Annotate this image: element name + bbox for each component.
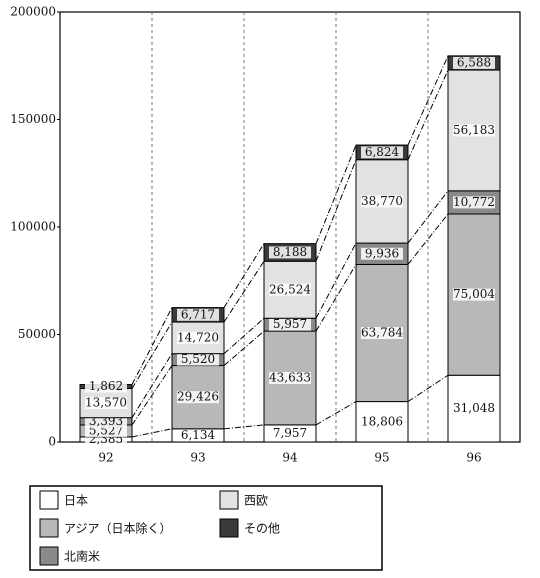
legend-label: 北南米 bbox=[64, 549, 100, 564]
label-bg bbox=[177, 331, 219, 344]
connector bbox=[407, 55, 449, 146]
connector bbox=[131, 353, 173, 418]
legend-swatch bbox=[39, 490, 59, 510]
label-bg bbox=[85, 380, 127, 393]
label-bg bbox=[85, 397, 127, 410]
label-bg bbox=[269, 246, 311, 259]
value-label: 18,806 bbox=[361, 414, 403, 428]
label-bg bbox=[269, 371, 311, 384]
value-label: 5,957 bbox=[273, 317, 307, 331]
value-label: 6,717 bbox=[181, 307, 215, 321]
connector bbox=[223, 260, 265, 323]
label-bg bbox=[361, 415, 403, 428]
connector bbox=[223, 243, 265, 308]
legend-label: その他 bbox=[244, 522, 280, 536]
legend-swatch bbox=[39, 518, 59, 538]
legend-swatch bbox=[219, 518, 239, 538]
label-bg bbox=[177, 391, 219, 404]
x-tick-label: 96 bbox=[466, 451, 481, 465]
y-tick-label: 100000 bbox=[10, 220, 56, 234]
connector bbox=[315, 144, 357, 244]
label-bg bbox=[269, 318, 311, 331]
label-bg bbox=[453, 288, 495, 301]
connector bbox=[131, 307, 173, 385]
connector bbox=[131, 365, 173, 426]
legend-label: アジア（日本除く） bbox=[64, 521, 172, 536]
connector bbox=[131, 428, 173, 438]
label-bg bbox=[269, 283, 311, 296]
value-label: 7,957 bbox=[273, 426, 307, 440]
label-bg bbox=[361, 247, 403, 260]
label-bg bbox=[177, 308, 219, 321]
label-bg bbox=[177, 353, 219, 366]
legend-label: 日本 bbox=[64, 494, 88, 508]
label-bg bbox=[453, 402, 495, 415]
connector bbox=[315, 159, 357, 262]
label-bg bbox=[361, 146, 403, 159]
value-label: 6,134 bbox=[181, 428, 216, 442]
label-bg bbox=[177, 429, 219, 442]
value-label: 14,720 bbox=[177, 330, 219, 344]
y-tick-label: 200000 bbox=[10, 5, 56, 19]
connector bbox=[223, 424, 265, 430]
value-label: 6,588 bbox=[457, 55, 491, 69]
legend-label: 西欧 bbox=[244, 494, 268, 508]
label-bg bbox=[269, 427, 311, 440]
value-label: 75,004 bbox=[453, 287, 495, 301]
legend-box bbox=[29, 485, 383, 571]
y-tick-label: 50000 bbox=[18, 327, 56, 341]
label-bg bbox=[361, 326, 403, 339]
connector bbox=[131, 321, 173, 389]
value-label: 38,770 bbox=[361, 194, 403, 208]
value-label: 29,426 bbox=[177, 390, 219, 404]
connector bbox=[315, 264, 357, 332]
connector bbox=[407, 213, 449, 265]
value-label: 8,188 bbox=[273, 245, 307, 259]
label-bg bbox=[453, 196, 495, 209]
legend-swatch bbox=[219, 490, 239, 510]
legend-swatch bbox=[39, 546, 59, 566]
value-label: 26,524 bbox=[269, 282, 311, 296]
label-bg bbox=[453, 56, 495, 69]
value-label: 5,520 bbox=[181, 352, 215, 366]
label-bg bbox=[361, 195, 403, 208]
connector bbox=[407, 374, 449, 402]
value-label: 1,862 bbox=[89, 379, 123, 393]
connector bbox=[407, 69, 449, 160]
label-bg bbox=[85, 424, 127, 437]
x-tick-label: 93 bbox=[190, 451, 205, 465]
label-bg bbox=[85, 415, 127, 428]
value-label: 43,633 bbox=[269, 370, 311, 384]
connector bbox=[223, 317, 265, 355]
value-label: 56,183 bbox=[453, 123, 495, 137]
x-tick-label: 92 bbox=[98, 451, 113, 465]
connector bbox=[315, 242, 357, 319]
connector bbox=[223, 330, 265, 366]
value-label: 9,936 bbox=[365, 246, 399, 260]
label-bg bbox=[453, 124, 495, 137]
y-tick-label: 0 bbox=[48, 435, 56, 449]
x-tick-label: 94 bbox=[282, 451, 298, 465]
x-tick-label: 95 bbox=[374, 451, 389, 465]
y-tick-label: 150000 bbox=[10, 112, 56, 126]
value-label: 10,772 bbox=[453, 195, 495, 209]
value-label: 6,824 bbox=[365, 145, 400, 159]
value-label: 63,784 bbox=[361, 325, 403, 339]
value-label: 13,570 bbox=[85, 396, 127, 410]
value-label: 31,048 bbox=[453, 401, 495, 415]
connector bbox=[315, 401, 357, 426]
